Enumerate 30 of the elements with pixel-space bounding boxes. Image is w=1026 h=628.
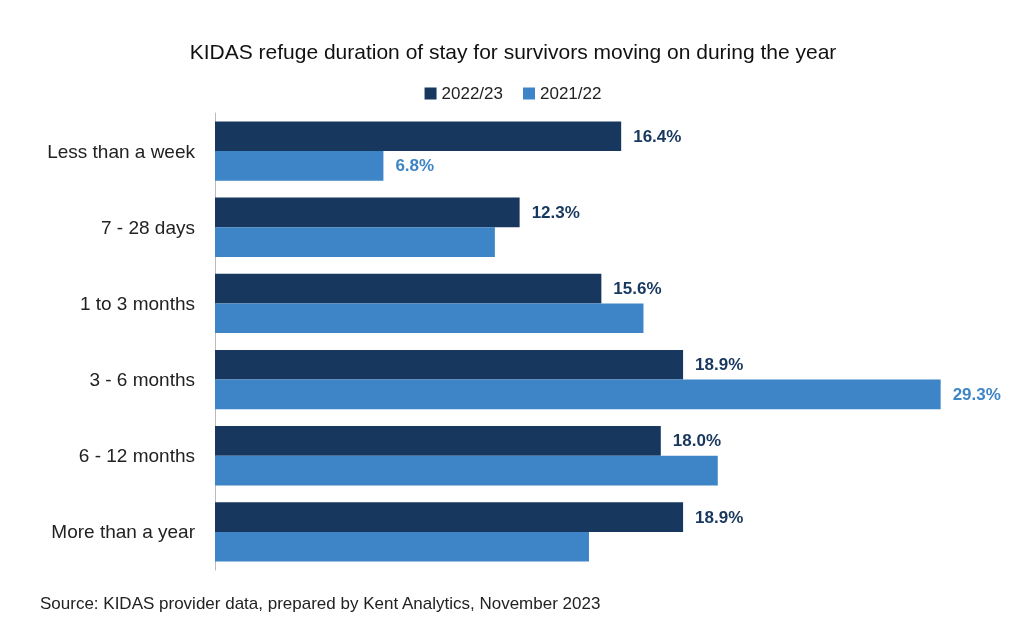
bar bbox=[215, 379, 941, 410]
bar bbox=[215, 151, 384, 181]
data-label: 29.3% bbox=[952, 384, 1001, 404]
data-label: 16.4% bbox=[633, 126, 682, 146]
bar bbox=[215, 531, 589, 562]
data-label: 18.9% bbox=[695, 355, 744, 375]
bar bbox=[215, 303, 644, 334]
y-tick-label: More than a year bbox=[51, 521, 196, 543]
bar bbox=[215, 197, 520, 228]
bar bbox=[215, 426, 661, 456]
y-tick-label: 1 to 3 months bbox=[79, 292, 195, 314]
legend-label: 2022/23 bbox=[441, 84, 503, 103]
bar bbox=[215, 502, 684, 532]
chart-title: KIDAS refuge duration of stay for survivors moving on during the year bbox=[189, 40, 837, 63]
legend-label: 2021/22 bbox=[540, 84, 602, 103]
data-label: 12.3% bbox=[531, 202, 580, 222]
y-tick-label: 7 - 28 days bbox=[101, 216, 195, 238]
bar bbox=[215, 455, 718, 486]
y-tick-label: 6 - 12 months bbox=[78, 445, 195, 467]
bar bbox=[215, 227, 495, 257]
data-label: 6.8% bbox=[395, 156, 435, 176]
bar bbox=[215, 121, 622, 152]
bar bbox=[215, 273, 602, 304]
data-label: 15.6% bbox=[613, 279, 662, 299]
y-tick-label: Less than a week bbox=[47, 140, 196, 162]
y-tick-label: 3 - 6 months bbox=[89, 369, 195, 391]
source-note: Source: KIDAS provider data, prepared by Kent Analytics, November 2023 bbox=[40, 594, 601, 613]
data-label: 18.0% bbox=[672, 431, 721, 451]
data-label: 18.9% bbox=[695, 507, 744, 527]
bar bbox=[215, 349, 684, 380]
